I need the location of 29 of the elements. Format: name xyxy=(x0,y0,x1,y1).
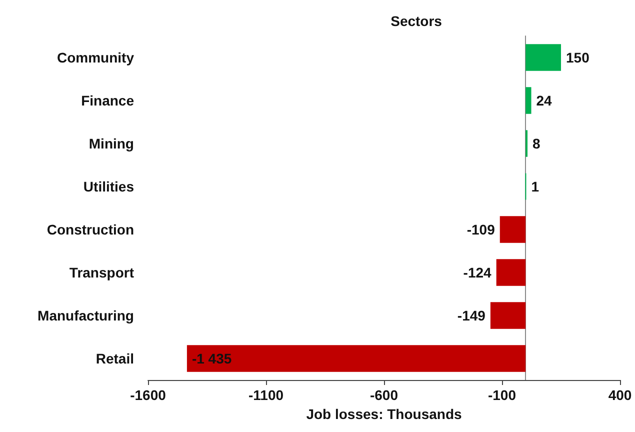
x-tick-label: -1100 xyxy=(248,387,284,403)
y-tick-label: Mining xyxy=(88,136,134,152)
x-tick-label: 400 xyxy=(608,387,632,403)
data-label: 8 xyxy=(532,136,540,152)
bar xyxy=(186,345,526,372)
x-tick-label: -600 xyxy=(370,387,398,403)
bar xyxy=(500,216,526,243)
bar xyxy=(526,87,532,114)
bar xyxy=(490,302,526,329)
data-label: 24 xyxy=(536,92,552,108)
x-tick-label: -100 xyxy=(488,387,516,403)
x-axis-title: Job losses: Thousands xyxy=(306,406,462,422)
bar xyxy=(526,44,561,71)
y-tick-label: Finance xyxy=(81,92,134,108)
data-label: -1 435 xyxy=(192,350,232,366)
data-label: 1 xyxy=(531,178,540,194)
data-label: -149 xyxy=(457,308,486,324)
y-tick-label: Construction xyxy=(46,222,134,238)
y-tick-label: Utilities xyxy=(83,178,134,194)
y-tick-label: Community xyxy=(57,50,134,66)
y-tick-label: Transport xyxy=(69,264,134,280)
bar xyxy=(496,259,526,286)
data-label: 150 xyxy=(566,50,590,66)
y-axis-title: Sectors xyxy=(390,13,442,29)
data-label: -124 xyxy=(463,264,492,280)
x-tick-label: -1600 xyxy=(130,387,166,403)
data-label: -109 xyxy=(466,222,496,238)
y-tick-label: Manufacturing xyxy=(38,308,134,324)
y-tick-label: Retail xyxy=(96,350,134,366)
